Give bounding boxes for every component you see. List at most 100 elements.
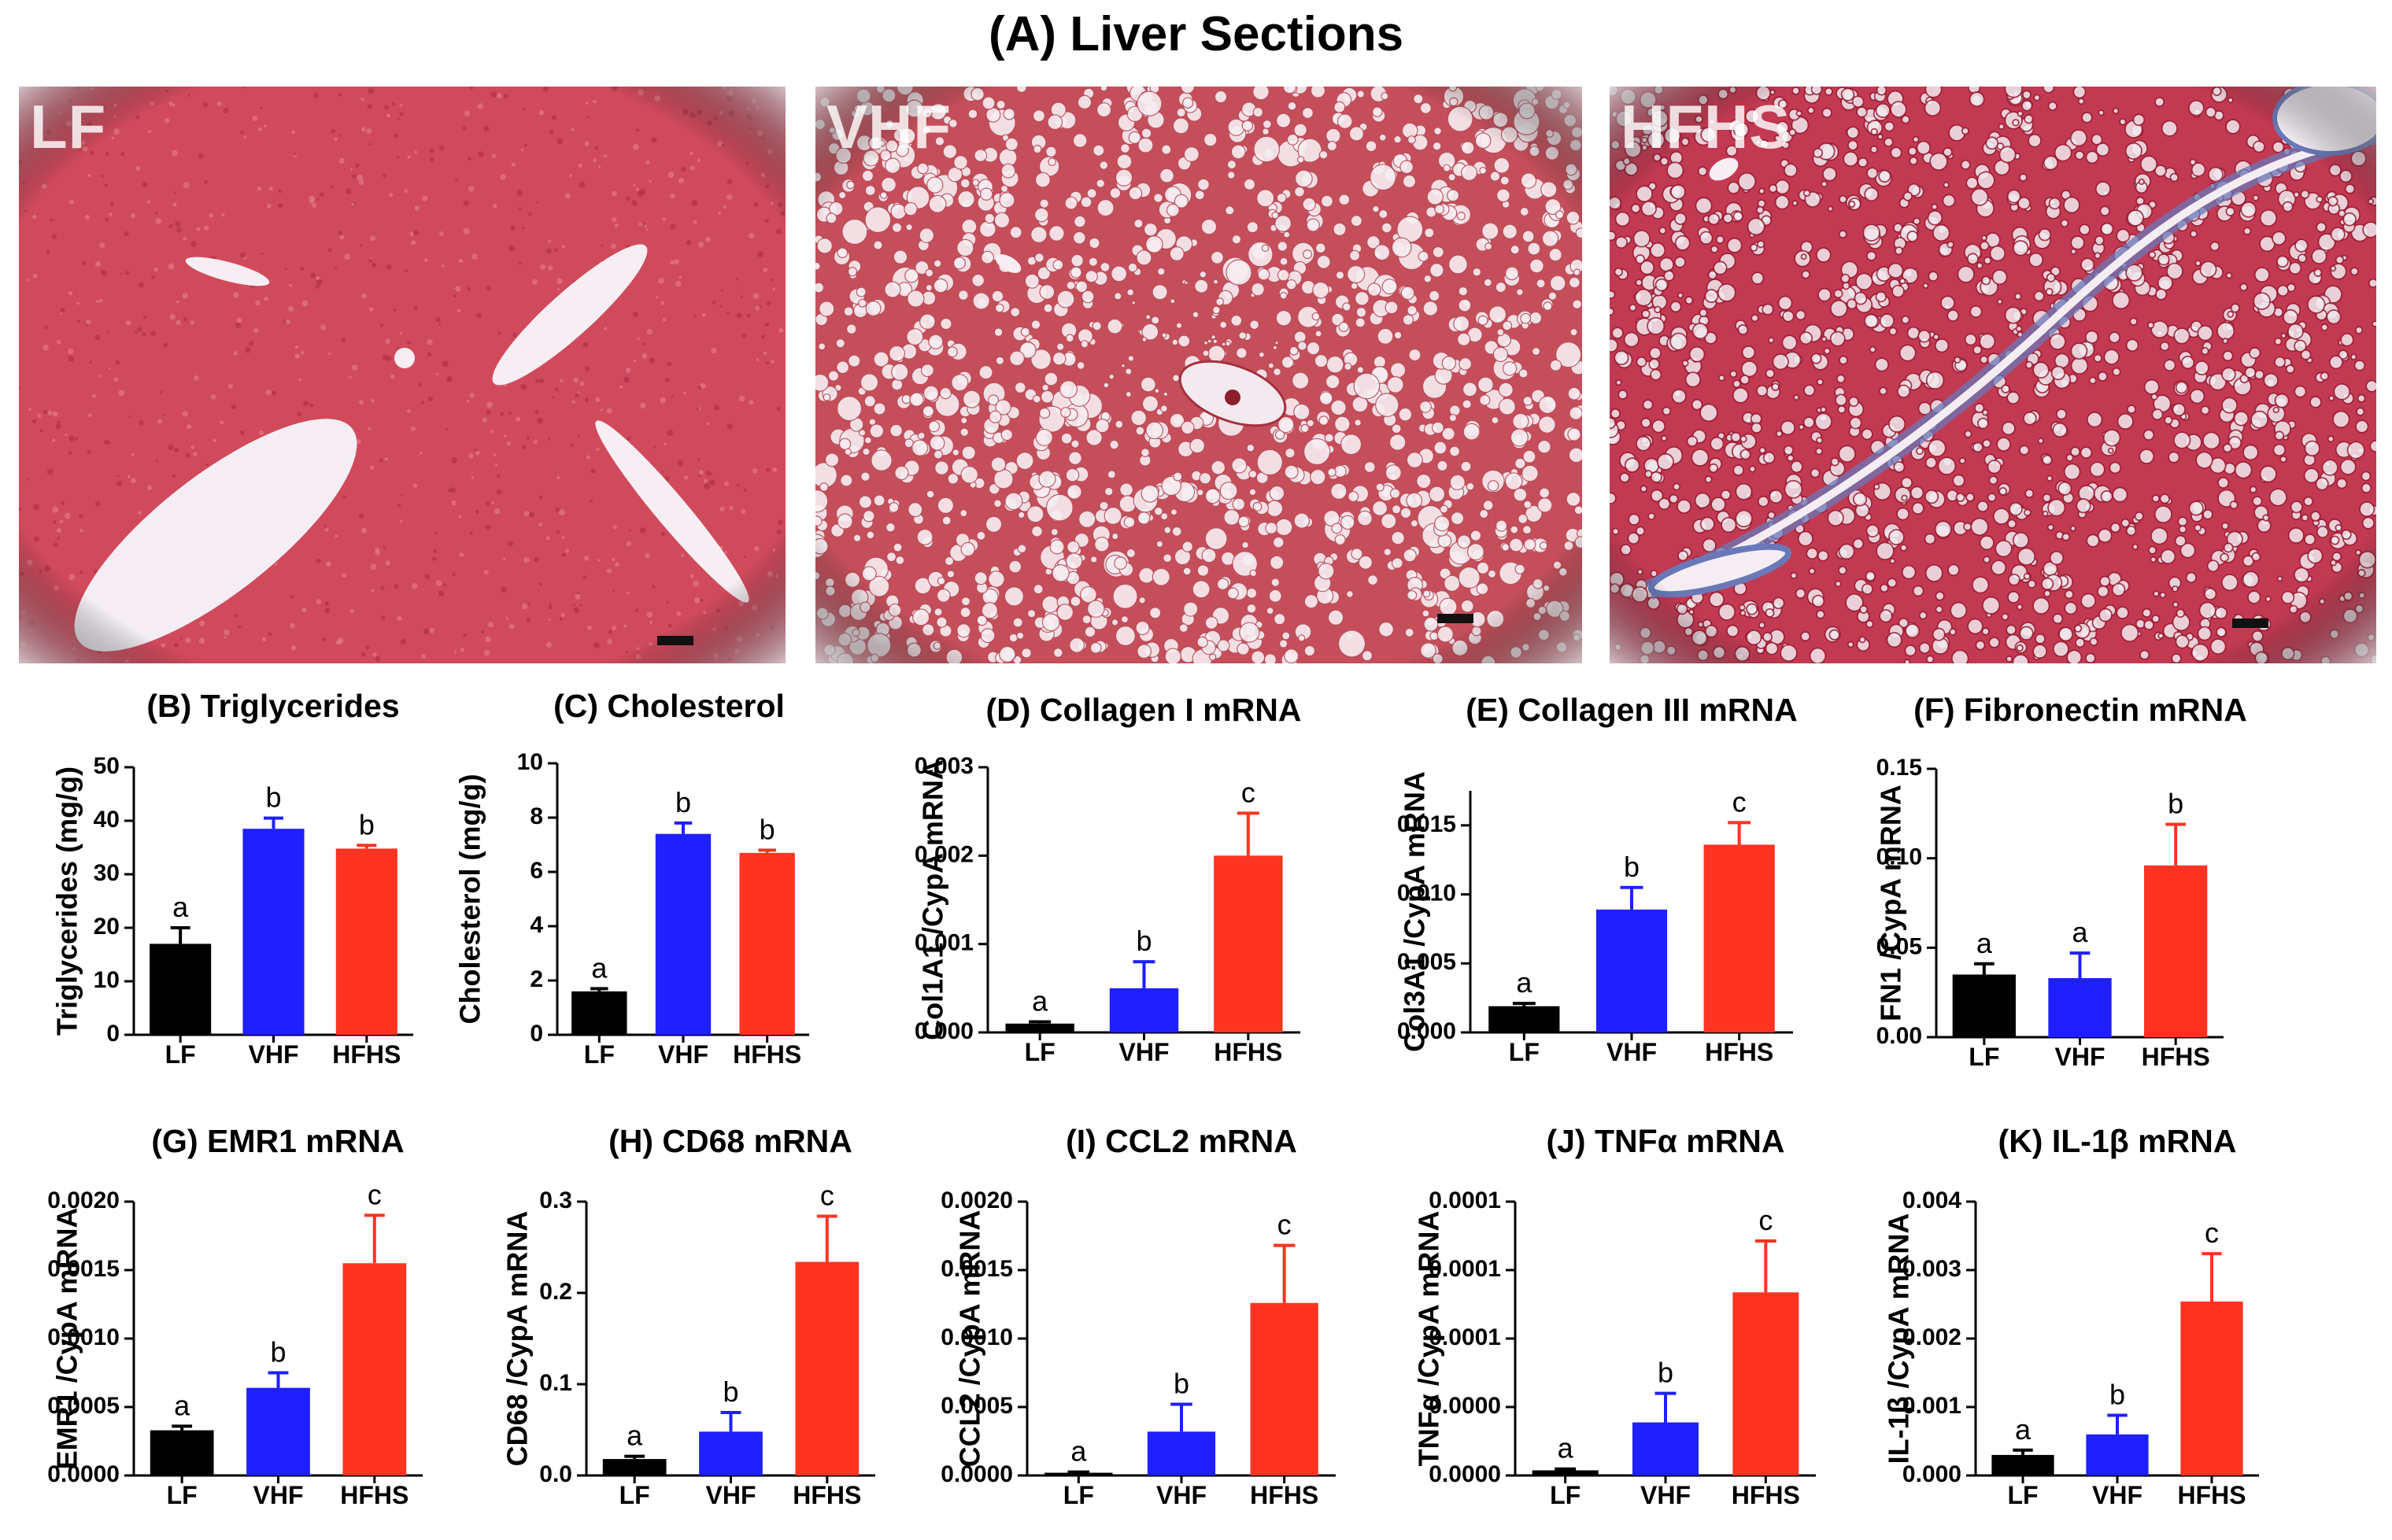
vignette [19,87,786,663]
y-tick-label: 0.001 [1902,1393,1961,1419]
x-tick-label: HFHS [1214,1038,1282,1066]
y-axis-label: FN1 /CypA mRNA [1875,785,1907,1021]
y-tick-label: 10 [94,967,120,993]
bar-hfhs [1250,1302,1318,1475]
chart-title: (C) Cholesterol [553,688,785,724]
significance-letter: c [368,1178,382,1210]
bar-lf [150,1430,214,1475]
significance-letter: a [1070,1435,1087,1468]
significance-letter: a [172,891,189,923]
y-axis-label: Triglycerides (mg/g) [51,766,83,1036]
x-tick-label: LF [165,1040,196,1069]
x-tick-label: VHF [706,1481,756,1509]
significance-letter: a [591,951,608,984]
bar-lf [1991,1454,2054,1475]
bar-hfhs [2180,1302,2243,1475]
y-tick-label: 0.004 [1902,1187,1961,1213]
chart-title: (F) Fibronectin mRNA [1913,692,2247,728]
y-tick-label: 0.0000 [1429,1461,1501,1487]
x-tick-label: HFHS [332,1040,401,1069]
x-tick-label: LF [1969,1043,1999,1071]
y-tick-label: 0.1 [539,1370,572,1396]
x-tick-label: LF [1025,1038,1056,1066]
y-tick-label: 0.0010 [941,1324,1013,1350]
bar-lf [1005,1023,1074,1032]
y-tick-label: 6 [530,858,543,884]
y-tick-label: 0.2 [539,1279,572,1305]
chart-title: (B) Triglycerides [146,688,399,724]
chart-title: (K) IL-1β mRNA [1998,1123,2237,1159]
bar-hfhs [1732,1292,1799,1475]
x-tick-label: HFHS [2142,1043,2210,1071]
significance-letter: b [675,786,691,818]
y-tick-label: 8 [530,803,543,829]
chart-title: (I) CCL2 mRNA [1066,1123,1297,1159]
bar-vhf [1632,1422,1699,1475]
y-tick-label: 0.003 [1902,1256,1961,1282]
y-tick-label: 0.00 [1876,1023,1922,1049]
y-tick-label: 0.0015 [941,1256,1013,1282]
x-tick-label: VHF [1606,1038,1657,1066]
bar-lf [1044,1472,1113,1475]
x-tick-label: VHF [1156,1481,1207,1509]
y-tick-label: 0.0001 [1429,1187,1501,1213]
y-tick-label: 0.0000 [1429,1393,1501,1419]
x-tick-label: LF [167,1481,198,1509]
y-tick-label: 4 [530,912,543,938]
y-tick-label: 0.010 [1397,880,1456,906]
y-tick-label: 10 [517,749,543,775]
bar-hfhs [335,848,397,1035]
x-tick-label: LF [1550,1481,1580,1509]
bar-lf [1488,1006,1560,1032]
significance-letter: a [1032,985,1048,1017]
chart-d: (D) Collagen I mRNA Col1A1 /CypA mRNA0.00… [915,692,1302,1066]
x-tick-label: HFHS [2177,1481,2246,1509]
significance-letter: a [1558,1432,1574,1464]
photo-label-vhf: VHF [826,92,952,161]
bar-lf [571,991,627,1035]
significance-letter: a [2072,916,2088,948]
x-tick-label: HFHS [793,1481,861,1509]
x-tick-label: VHF [1640,1481,1691,1509]
bar-vhf [1595,909,1668,1032]
chart-title: (D) Collagen I mRNA [986,692,1302,728]
vignette [1610,87,2376,663]
y-axis-label: IL-1β /CypA mRNA [1883,1213,1915,1464]
significance-letter: b [723,1376,738,1408]
bar-lf [1952,974,2016,1037]
x-tick-label: LF [584,1040,615,1069]
x-tick-label: VHF [1119,1038,1170,1066]
bar-hfhs [739,852,795,1035]
significance-letter: b [2168,787,2183,819]
y-tick-label: 30 [94,860,120,886]
significance-letter: a [1976,927,1993,959]
y-tick-label: 0.15 [1876,755,1922,781]
x-tick-label: HFHS [1250,1481,1318,1509]
bar-hfhs [795,1261,860,1475]
significance-letter: c [820,1180,834,1212]
y-axis-label: EMR1 /CypA mRNA [51,1208,83,1470]
bar-vhf [246,1387,310,1475]
y-tick-label: 0.005 [1397,949,1456,975]
x-tick-label: VHF [2055,1043,2105,1071]
y-tick-label: 0.0001 [1429,1256,1501,1282]
significance-letter: b [1624,851,1640,883]
x-tick-label: LF [2007,1481,2038,1509]
chart-title: (H) CD68 mRNA [608,1123,852,1159]
y-tick-label: 0 [106,1021,120,1047]
bar-vhf [1147,1431,1216,1475]
y-tick-label: 0.0 [539,1461,572,1487]
bar-lf [1532,1470,1599,1475]
bar-hfhs [342,1263,407,1475]
x-tick-label: HFHS [1705,1038,1773,1066]
y-axis-label: TNFα /CypA mRNA [1413,1211,1445,1467]
chart-title: (E) Collagen III mRNA [1466,692,1797,728]
bar-vhf [2086,1434,2149,1475]
bar-lf [602,1459,667,1475]
